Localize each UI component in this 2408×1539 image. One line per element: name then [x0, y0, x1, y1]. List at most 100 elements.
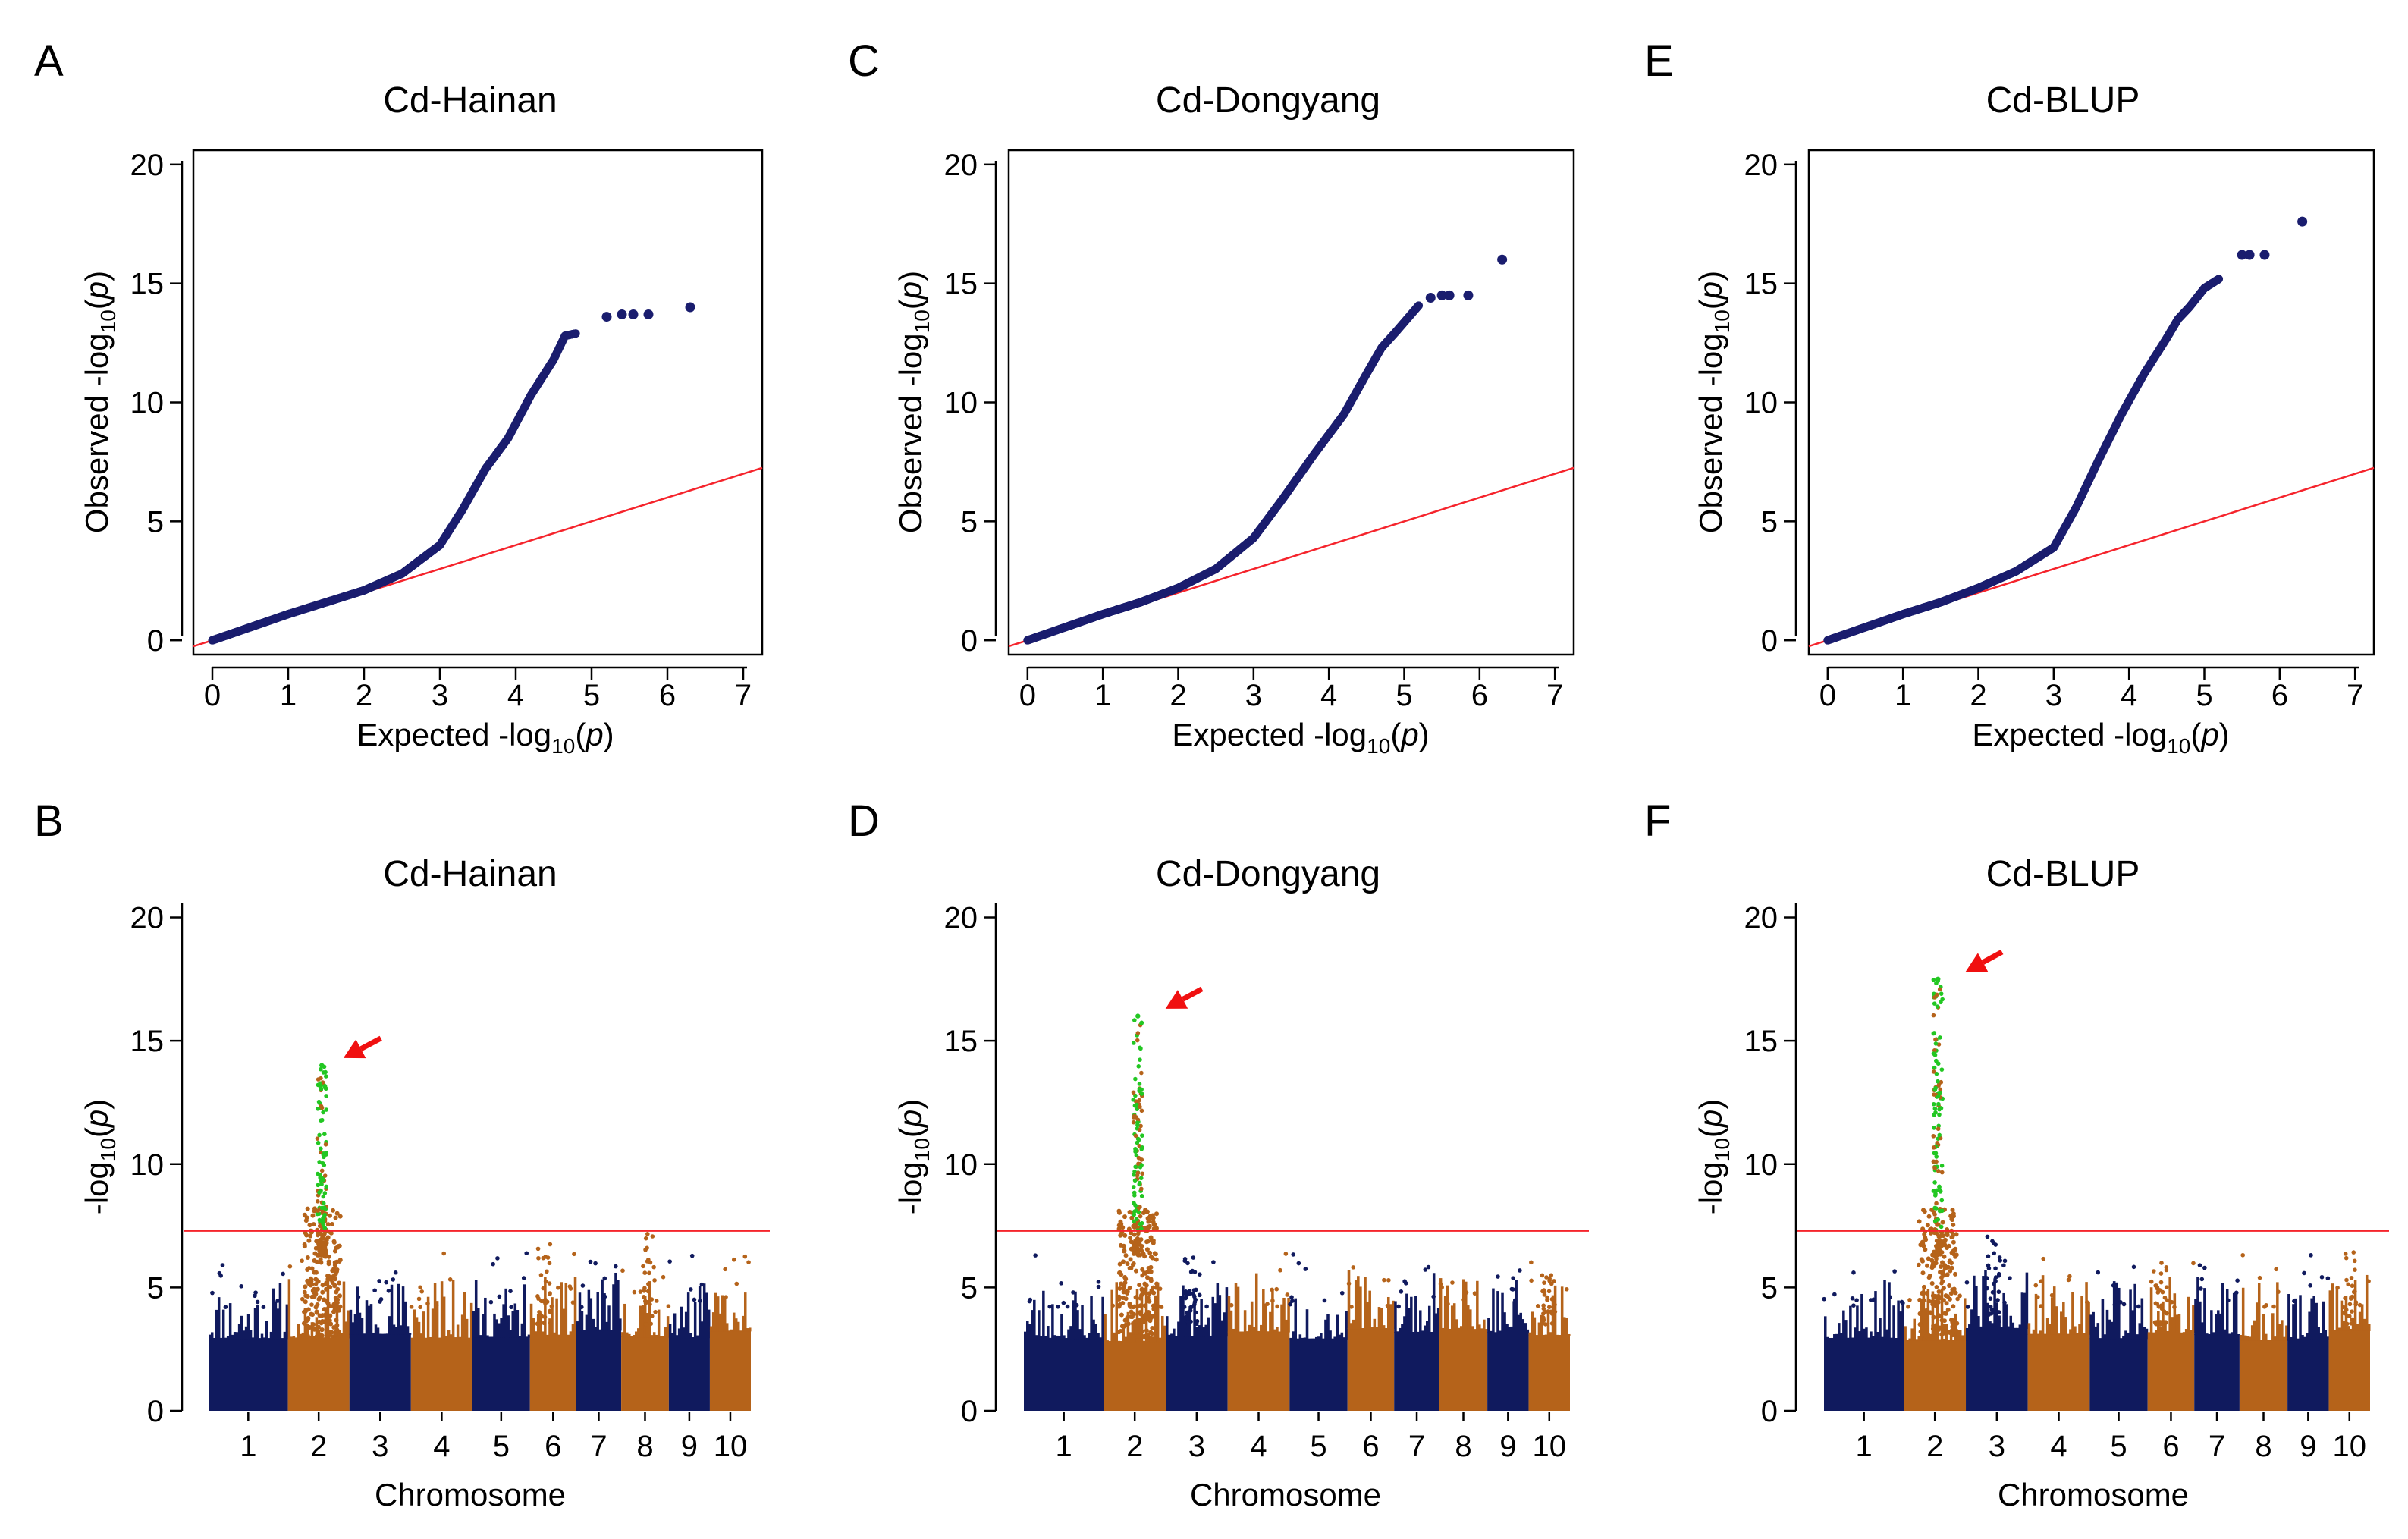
snp-column [2074, 1326, 2077, 1335]
chromosome-mass [410, 1338, 472, 1411]
snp-point [542, 1299, 548, 1303]
snp-point [1133, 1148, 1138, 1153]
snp-point [1154, 1281, 1160, 1286]
snp-point [302, 1242, 307, 1247]
y-axis-label-a: Observed -log10(p) [79, 271, 120, 533]
snp-column [657, 1309, 661, 1338]
snp-column [1232, 1328, 1235, 1333]
snp-point [1119, 1281, 1124, 1286]
snp-point [1151, 1290, 1157, 1296]
y-tick-label: 0 [147, 624, 164, 658]
snp-point [697, 1299, 702, 1303]
snp-point [1919, 1257, 1924, 1262]
snp-column [2052, 1286, 2056, 1335]
snp-column [1833, 1334, 1836, 1340]
snp-point [642, 1299, 648, 1304]
snp-column [1979, 1326, 1983, 1330]
snp-point [333, 1271, 338, 1277]
snp-point [2341, 1305, 2346, 1310]
arrow-shaft [1981, 949, 2004, 965]
snp-column [1303, 1337, 1307, 1340]
snp-column [378, 1333, 382, 1335]
snp-point [647, 1270, 651, 1276]
snp-column [1225, 1287, 1229, 1337]
panel-letter-f: F [1644, 796, 1671, 846]
snp-point [689, 1253, 695, 1258]
snp-column [743, 1292, 747, 1332]
snp-point [1932, 1047, 1937, 1053]
snp-column [2194, 1299, 2197, 1336]
snp-point [2008, 1276, 2012, 1280]
snp-column [1229, 1310, 1233, 1333]
snp-column [1414, 1296, 1417, 1333]
snp-point [1535, 1304, 1540, 1308]
snp-column [1883, 1280, 1886, 1340]
snp-point [645, 1232, 650, 1236]
snp-point [1120, 1225, 1126, 1230]
snp-point [1194, 1321, 1199, 1327]
snp-column [1494, 1332, 1497, 1333]
snp-point [538, 1315, 543, 1320]
snp-column [520, 1323, 524, 1338]
snp-point [1947, 1330, 1952, 1335]
chromosome-label: 7 [2209, 1430, 2225, 1463]
snp-column [2356, 1324, 2359, 1331]
snp-point [324, 1253, 329, 1258]
snp-point [1955, 1296, 1960, 1302]
snp-column [1560, 1286, 1564, 1336]
x-axis-label-a: Expected -log10(p) [356, 717, 614, 758]
snp-point [602, 1276, 607, 1281]
snp-point [319, 1182, 324, 1187]
snp-point [1197, 1292, 1202, 1298]
snp-column [1069, 1326, 1072, 1340]
snp-point [314, 1334, 319, 1340]
snp-point [1139, 1091, 1144, 1096]
snp-column [513, 1303, 517, 1338]
chromosome-mass [2328, 1330, 2370, 1411]
snp-point [643, 1322, 648, 1327]
chromosome-label: 9 [1499, 1430, 1516, 1463]
snp-point [2158, 1322, 2163, 1327]
snp-point [1543, 1322, 1548, 1327]
snp-point [1132, 1212, 1137, 1217]
snp-column [1427, 1305, 1431, 1333]
snp-point [1996, 1310, 2001, 1314]
snp-point [321, 1110, 325, 1115]
y-tick-label: 20 [130, 902, 165, 935]
chromosome-block [1166, 1260, 1229, 1411]
snp-column [2164, 1320, 2167, 1333]
snp-point [1204, 1304, 1209, 1309]
snp-point [1932, 1088, 1938, 1092]
snp-point [2344, 1277, 2349, 1283]
snp-point [2350, 1283, 2355, 1289]
snp-column [732, 1312, 736, 1332]
snp-column [509, 1329, 512, 1338]
snp-column [700, 1321, 704, 1339]
snp-point [326, 1332, 331, 1337]
x-tick-label: 7 [735, 679, 752, 712]
snp-point [1270, 1287, 1274, 1292]
snp-point [1918, 1329, 1923, 1334]
snp-column [1160, 1315, 1164, 1343]
snp-point [1116, 1304, 1122, 1309]
snp-column [1040, 1336, 1043, 1340]
snp-point [1934, 1238, 1939, 1243]
snp-column [217, 1297, 221, 1340]
snp-point [324, 1184, 328, 1189]
snp-column [2274, 1336, 2277, 1341]
snp-point [1132, 1232, 1137, 1237]
snp-column [1863, 1328, 1866, 1340]
snp-point [2155, 1286, 2160, 1292]
snp-column [306, 1324, 309, 1339]
chromosome-label: 5 [1310, 1430, 1326, 1463]
snp-column [1424, 1325, 1427, 1333]
snp-column [290, 1336, 294, 1339]
snp-column [529, 1303, 533, 1336]
y-tick-label: 0 [1761, 1395, 1778, 1428]
snp-point [1135, 1231, 1141, 1236]
snp-point [1871, 1297, 1876, 1302]
lead-snp [1135, 1013, 1141, 1019]
